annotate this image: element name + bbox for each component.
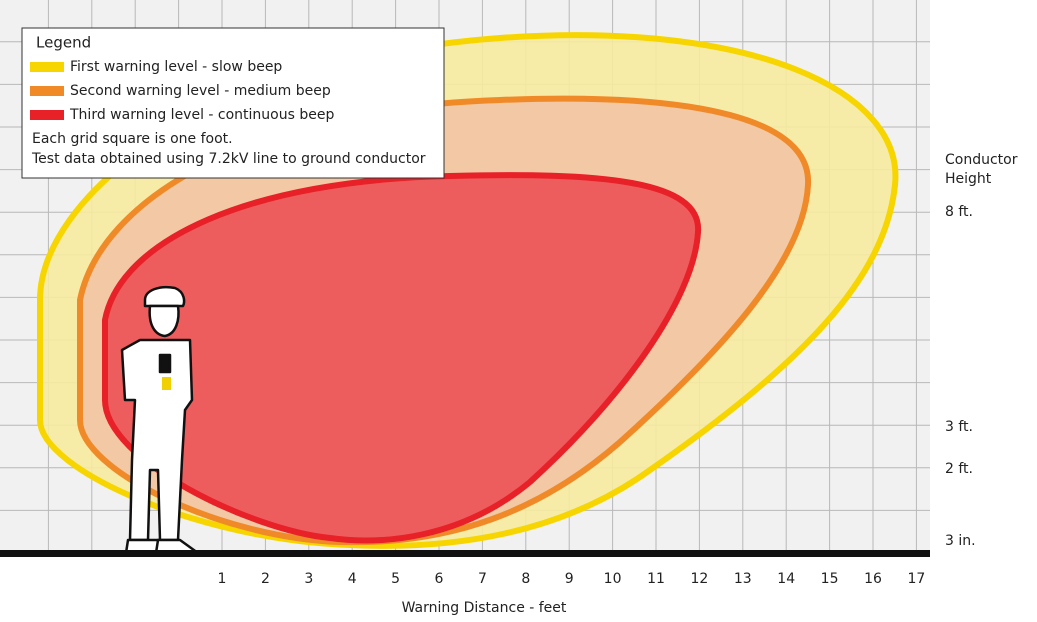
swatch-first [30,62,64,72]
y-title: Height [945,171,992,187]
legend-item: Third warning level - continuous beep [69,107,334,123]
x-tick-label: 15 [821,571,839,587]
x-tick-label: 16 [864,571,882,587]
x-tick-label: 1 [218,571,227,587]
x-tick-label: 12 [690,571,708,587]
x-tick-label: 4 [348,571,357,587]
x-tick-label: 5 [391,571,400,587]
x-tick-label: 2 [261,571,270,587]
legend-title: Legend [36,34,91,52]
legend-note: Each grid square is one foot. [32,131,233,147]
legend: Legend First warning level - slow beep S… [21,27,445,179]
x-tick-label: 10 [604,571,622,587]
y-label: 2 ft. [945,461,973,477]
x-tick-label: 3 [304,571,313,587]
x-tick-label: 13 [734,571,752,587]
swatch-third [30,110,64,120]
ground [0,550,930,557]
y-label: 8 ft. [945,204,973,220]
legend-item: Second warning level - medium beep [70,83,331,99]
legend-item: First warning level - slow beep [70,59,282,75]
x-tick-label: 11 [647,571,665,587]
x-tick-label: 7 [478,571,487,587]
x-title: Warning Distance - feet [402,600,567,616]
x-tick-label: 17 [907,571,925,587]
x-tick-label: 14 [777,571,795,587]
y-label: 3 ft. [945,419,973,435]
x-tick-label: 8 [521,571,530,587]
swatch-second [30,86,64,96]
y-title: Conductor [945,152,1018,168]
y-label: 3 in. [945,533,976,549]
legend-box [21,27,445,179]
x-tick-label: 9 [565,571,574,587]
zone-third [102,172,702,544]
legend-note: Test data obtained using 7.2kV line to g… [31,151,426,167]
x-tick-label: 6 [435,571,444,587]
worker [120,285,200,555]
